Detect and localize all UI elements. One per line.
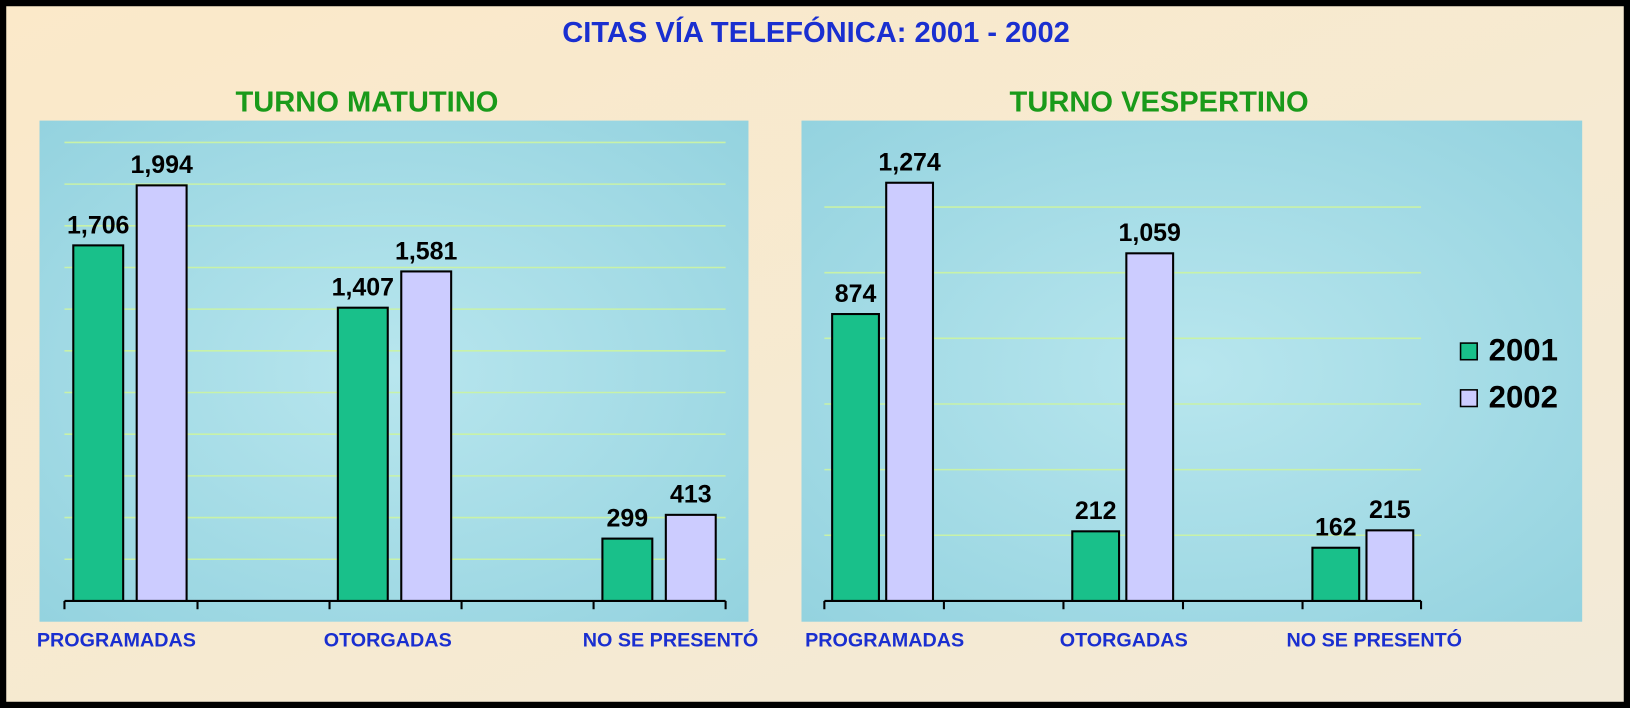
data-label: 1,059 [1119,219,1181,247]
bar [1311,546,1361,602]
data-label: 1,407 [332,274,394,302]
chart-title: TURNO VESPERTINO [1010,87,1309,119]
main-title: CITAS VÍA TELEFÓNICA: 2001 - 2002 [562,15,1070,49]
data-label: 1,994 [130,151,193,179]
bar [135,184,188,602]
bar [1071,530,1121,602]
bar [1365,529,1415,602]
x-tick-label: NO SE PRESENTÓ [583,628,759,652]
data-label: 299 [607,504,649,532]
x-tick-label: OTORGADAS [1060,630,1188,652]
bar [885,181,935,602]
legend-swatch [1459,389,1478,408]
bar [1125,252,1175,602]
bar [72,244,125,602]
x-tick-label: NO SE PRESENTÓ [1286,628,1462,652]
legend-swatch [1459,342,1478,361]
x-tick-label: PROGRAMADAS [37,630,196,652]
bar [831,313,880,602]
data-label: 1,274 [878,149,941,177]
data-label: 212 [1075,497,1117,525]
bar [601,537,654,602]
data-label: 874 [835,280,877,308]
legend-label: 2001 [1489,333,1558,368]
x-tick-label: PROGRAMADAS [805,630,964,652]
bar [400,270,453,602]
bar [664,513,717,602]
data-label: 1,581 [395,237,458,265]
chart-title: TURNO MATUTINO [236,87,499,119]
legend-label: 2002 [1489,379,1558,414]
data-label: 1,706 [67,211,129,239]
data-label: 215 [1369,496,1411,524]
data-label: 413 [670,481,712,509]
data-label: 162 [1315,514,1357,542]
x-tick-label: OTORGADAS [324,630,452,652]
bar [336,306,389,602]
